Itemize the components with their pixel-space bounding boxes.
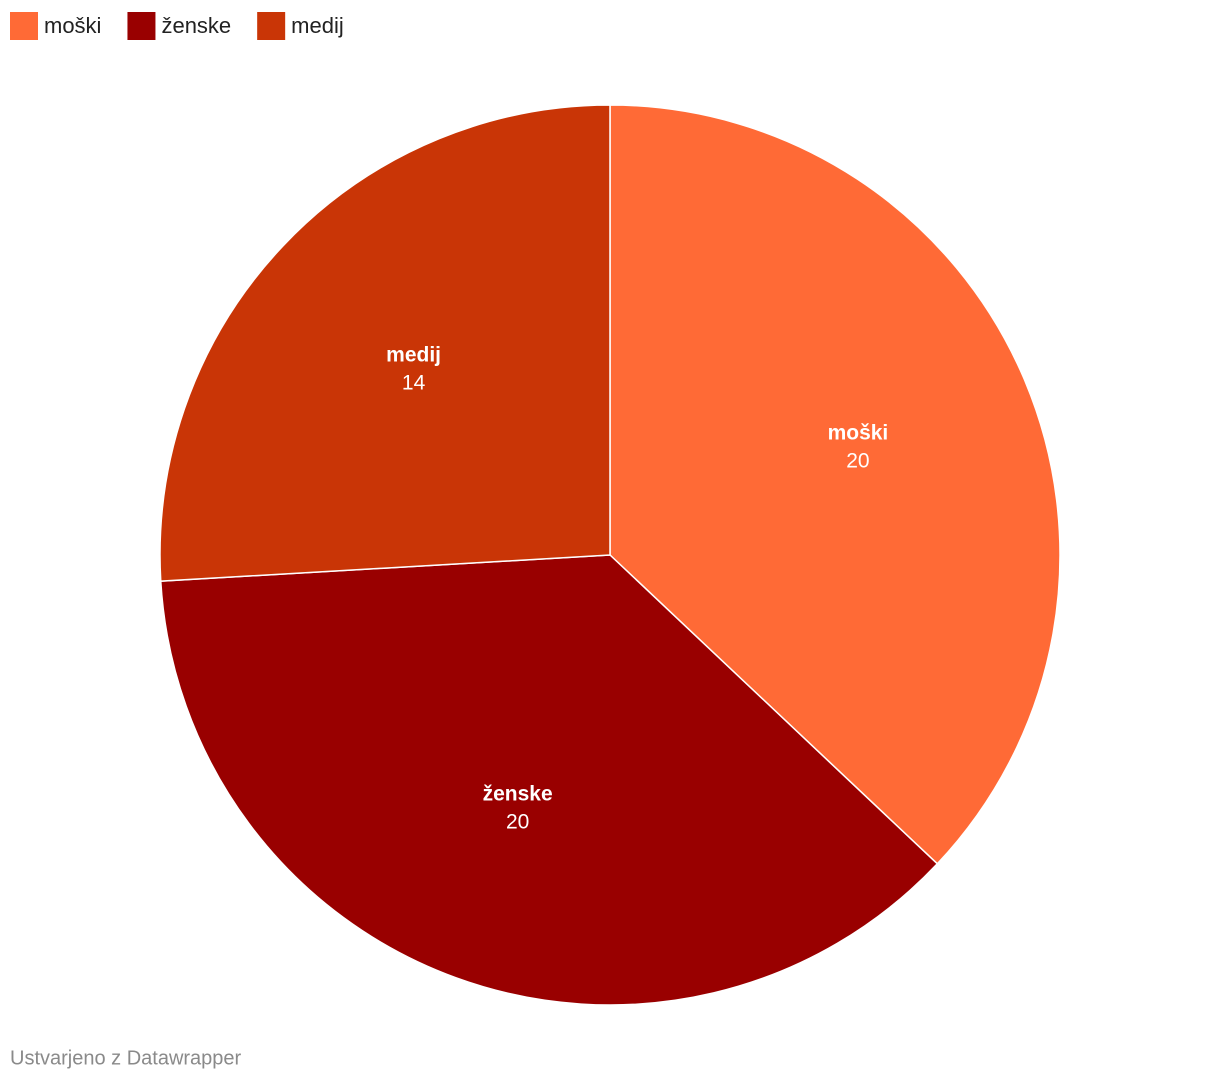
legend-label: moški — [44, 13, 101, 38]
footer: Ustvarjeno z Datawrapper — [10, 1047, 242, 1069]
legend-label: ženske — [161, 13, 231, 38]
pie-slice — [609, 104, 1061, 865]
pie-slice — [159, 554, 939, 1006]
slice-label: moški — [828, 422, 889, 445]
slice-value: 20 — [846, 450, 869, 473]
slice-label: medij — [386, 343, 441, 366]
legend-swatch — [257, 12, 286, 40]
legend-swatch — [127, 12, 156, 40]
slice-value: 20 — [506, 810, 529, 833]
legend-label: medij — [291, 13, 344, 38]
slice-label: ženske — [483, 782, 553, 805]
legend-swatch — [10, 12, 38, 40]
pie-slice — [159, 104, 611, 582]
slice-value: 14 — [402, 371, 426, 394]
